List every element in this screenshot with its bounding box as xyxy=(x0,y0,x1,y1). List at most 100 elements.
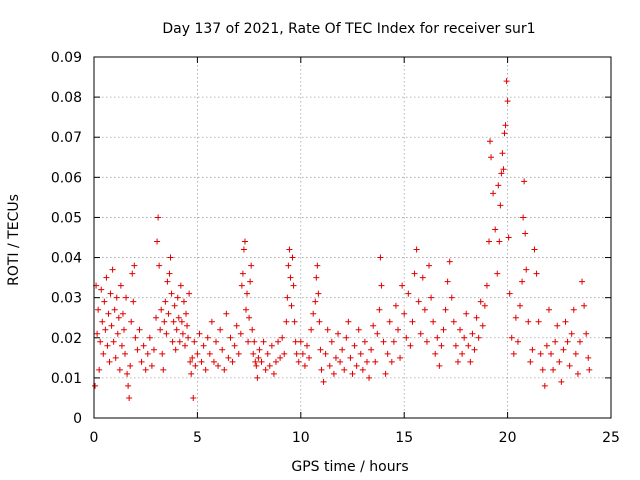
data-point xyxy=(116,366,123,373)
data-point xyxy=(256,346,263,353)
data-point xyxy=(161,318,168,325)
y-tick-label: 0.05 xyxy=(51,210,82,226)
data-point xyxy=(99,318,106,325)
data-point xyxy=(104,342,111,349)
data-point xyxy=(378,282,385,289)
data-point xyxy=(510,350,517,357)
data-point xyxy=(233,322,240,329)
data-point xyxy=(281,350,288,357)
data-point xyxy=(98,286,105,293)
data-point xyxy=(244,290,251,297)
data-point xyxy=(179,330,186,337)
data-point xyxy=(328,338,335,345)
data-point xyxy=(568,330,575,337)
data-point xyxy=(310,310,317,317)
y-tick-label: 0 xyxy=(73,411,82,427)
data-point xyxy=(144,350,151,357)
data-point xyxy=(316,318,323,325)
data-point xyxy=(372,358,379,365)
data-point xyxy=(335,330,342,337)
data-point xyxy=(351,342,358,349)
data-point xyxy=(500,166,507,173)
data-point xyxy=(581,302,588,309)
data-point xyxy=(155,214,162,221)
data-point xyxy=(377,254,384,261)
data-point xyxy=(221,366,228,373)
data-point xyxy=(390,338,397,345)
data-point xyxy=(253,362,260,369)
data-point xyxy=(469,330,476,337)
data-point xyxy=(268,342,275,349)
data-point xyxy=(174,294,181,301)
data-point xyxy=(166,270,173,277)
data-point xyxy=(529,346,536,353)
data-point xyxy=(308,326,315,333)
data-point xyxy=(202,366,209,373)
data-point xyxy=(173,326,180,333)
data-point xyxy=(159,350,166,357)
data-point xyxy=(332,354,339,361)
data-point xyxy=(131,262,138,269)
data-point xyxy=(554,322,561,329)
data-point xyxy=(523,266,530,273)
data-point xyxy=(231,342,238,349)
x-tick-label: 25 xyxy=(602,430,620,446)
data-point xyxy=(117,282,124,289)
data-point xyxy=(204,334,211,341)
data-point xyxy=(283,318,290,325)
data-point xyxy=(326,362,333,369)
data-point xyxy=(295,358,302,365)
data-point xyxy=(312,298,319,305)
data-point xyxy=(153,314,160,321)
data-point xyxy=(525,318,532,325)
data-point xyxy=(397,354,404,361)
data-point xyxy=(97,338,104,345)
data-point xyxy=(320,378,327,385)
data-point xyxy=(313,274,320,281)
data-point xyxy=(177,282,184,289)
data-point xyxy=(368,346,375,353)
data-point xyxy=(134,346,141,353)
data-point xyxy=(176,338,183,345)
data-point xyxy=(286,246,293,253)
data-point xyxy=(517,302,524,309)
data-point xyxy=(322,350,329,357)
data-point xyxy=(337,358,344,365)
data-point xyxy=(411,270,418,277)
data-point xyxy=(250,350,257,357)
data-point xyxy=(572,350,579,357)
x-axis-label: GPS time / hours xyxy=(291,459,408,475)
data-point xyxy=(475,334,482,341)
data-point xyxy=(162,298,169,305)
data-point xyxy=(108,322,115,329)
data-point xyxy=(189,354,196,361)
data-point xyxy=(315,290,322,297)
data-point xyxy=(436,362,443,369)
data-point xyxy=(239,270,246,277)
data-point xyxy=(401,310,408,317)
data-point xyxy=(110,338,117,345)
x-tick-label: 10 xyxy=(292,430,310,446)
data-point xyxy=(324,326,331,333)
data-point xyxy=(483,282,490,289)
data-point xyxy=(477,298,484,305)
data-point xyxy=(355,326,362,333)
data-point xyxy=(419,274,426,281)
data-point xyxy=(485,238,492,245)
data-point xyxy=(118,342,125,349)
data-point xyxy=(550,366,557,373)
data-point xyxy=(125,382,132,389)
x-tick-label: 20 xyxy=(499,430,517,446)
data-point xyxy=(438,342,445,349)
data-point xyxy=(275,338,282,345)
data-point xyxy=(463,310,470,317)
data-point xyxy=(178,318,185,325)
data-point xyxy=(185,334,192,341)
data-point xyxy=(434,334,441,341)
data-point xyxy=(156,262,163,269)
data-point xyxy=(492,226,499,233)
data-point xyxy=(533,270,540,277)
data-point xyxy=(519,278,526,285)
data-point xyxy=(115,314,122,321)
